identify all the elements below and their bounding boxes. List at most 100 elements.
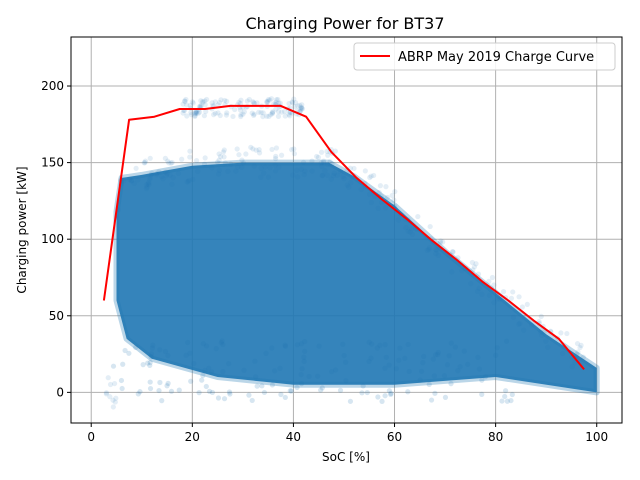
scatter-point <box>273 106 279 112</box>
scatter-point <box>261 170 267 176</box>
scatter-point <box>148 351 155 357</box>
scatter-point <box>144 184 150 190</box>
scatter-point <box>143 186 150 192</box>
scatter-point <box>216 171 222 177</box>
scatter-point <box>321 158 327 164</box>
scatter-density-region <box>113 159 600 396</box>
scatter-point <box>265 97 271 103</box>
scatter-point <box>405 341 411 348</box>
scatter-point <box>421 353 427 360</box>
scatter-point <box>230 113 236 120</box>
scatter-point <box>459 268 465 274</box>
scatter-point <box>248 144 254 150</box>
scatter-point <box>226 389 233 395</box>
scatter-point <box>516 321 522 327</box>
scatter-point <box>289 99 295 105</box>
scatter-point <box>200 372 206 379</box>
scatter-point <box>196 390 202 396</box>
scatter-point <box>236 152 242 158</box>
scatter-point <box>147 379 153 385</box>
scatter-point <box>299 366 305 372</box>
scatter-point <box>426 245 433 251</box>
scatter-point <box>268 112 274 118</box>
scatter-point <box>383 354 389 360</box>
scatter-point <box>538 329 544 335</box>
scatter-point <box>405 228 411 234</box>
scatter-point <box>291 104 298 110</box>
scatter-point <box>302 338 308 345</box>
scatter-point <box>450 249 456 255</box>
scatter-point <box>578 342 584 348</box>
scatter-point <box>295 174 301 180</box>
scatter-point <box>160 176 166 182</box>
scatter-point <box>291 146 297 152</box>
scatter-point <box>270 109 276 115</box>
scatter-point <box>175 170 182 177</box>
scatter-point <box>290 172 296 178</box>
scatter-point <box>150 342 156 348</box>
scatter-point <box>189 99 195 105</box>
scatter-point <box>164 383 170 389</box>
scatter-point <box>200 341 206 347</box>
scatter-point <box>388 391 394 398</box>
scatter-point <box>224 110 230 116</box>
scatter-point <box>315 373 321 379</box>
scatter-point <box>261 389 267 396</box>
scatter-point <box>543 338 549 344</box>
scatter-point <box>137 389 143 395</box>
scatter-point <box>244 98 250 104</box>
scatter-point <box>218 340 224 346</box>
scatter-point <box>119 385 125 392</box>
scatter-point <box>340 341 346 347</box>
scatter-point <box>343 378 349 384</box>
scatter-point <box>110 404 116 410</box>
scatter-point <box>200 99 206 106</box>
scatter-point <box>249 397 255 404</box>
scatter-point <box>218 97 224 103</box>
scatter-point <box>215 110 221 116</box>
scatter-point <box>107 394 113 400</box>
scatter-point <box>341 352 347 359</box>
scatter-point <box>206 388 213 394</box>
scatter-point <box>433 250 439 257</box>
scatter-point <box>126 350 132 356</box>
scatter-point <box>574 340 581 347</box>
scatter-point <box>241 367 247 373</box>
scatter-point <box>368 199 374 206</box>
scatter-point <box>206 365 212 371</box>
scatter-point <box>103 391 109 397</box>
scatter-point <box>417 377 423 383</box>
scatter-point <box>572 360 578 366</box>
scatter-point <box>374 345 380 351</box>
scatter-point <box>225 168 231 174</box>
scatter-point <box>288 388 295 394</box>
scatter-point <box>216 157 222 163</box>
scatter-point <box>384 194 390 201</box>
scatter-point <box>340 173 346 179</box>
legend-label: ABRP May 2019 Charge Curve <box>398 50 594 65</box>
scatter-point <box>187 148 193 154</box>
scatter-point <box>449 269 455 275</box>
scatter-point <box>187 154 193 160</box>
scatter-point <box>369 341 375 347</box>
scatter-point <box>440 239 446 245</box>
scatter-point <box>200 98 206 105</box>
scatter-point <box>539 332 545 339</box>
scatter-point <box>148 354 154 360</box>
scatter-point <box>278 391 284 398</box>
scatter-point <box>347 398 354 404</box>
scatter-point <box>236 99 242 106</box>
scatter-point <box>149 345 155 351</box>
scatter-point <box>319 173 325 179</box>
scatter-point <box>294 342 300 348</box>
scatter-point <box>300 159 307 165</box>
scatter-point <box>301 171 307 178</box>
scatter-point <box>256 147 262 153</box>
scatter-point <box>493 352 499 358</box>
scatter-point <box>318 160 324 166</box>
scatter-point <box>217 112 223 119</box>
scatter-point <box>330 172 336 179</box>
scatter-point <box>298 104 304 110</box>
scatter-point <box>360 383 366 389</box>
scatter-point <box>265 174 272 180</box>
